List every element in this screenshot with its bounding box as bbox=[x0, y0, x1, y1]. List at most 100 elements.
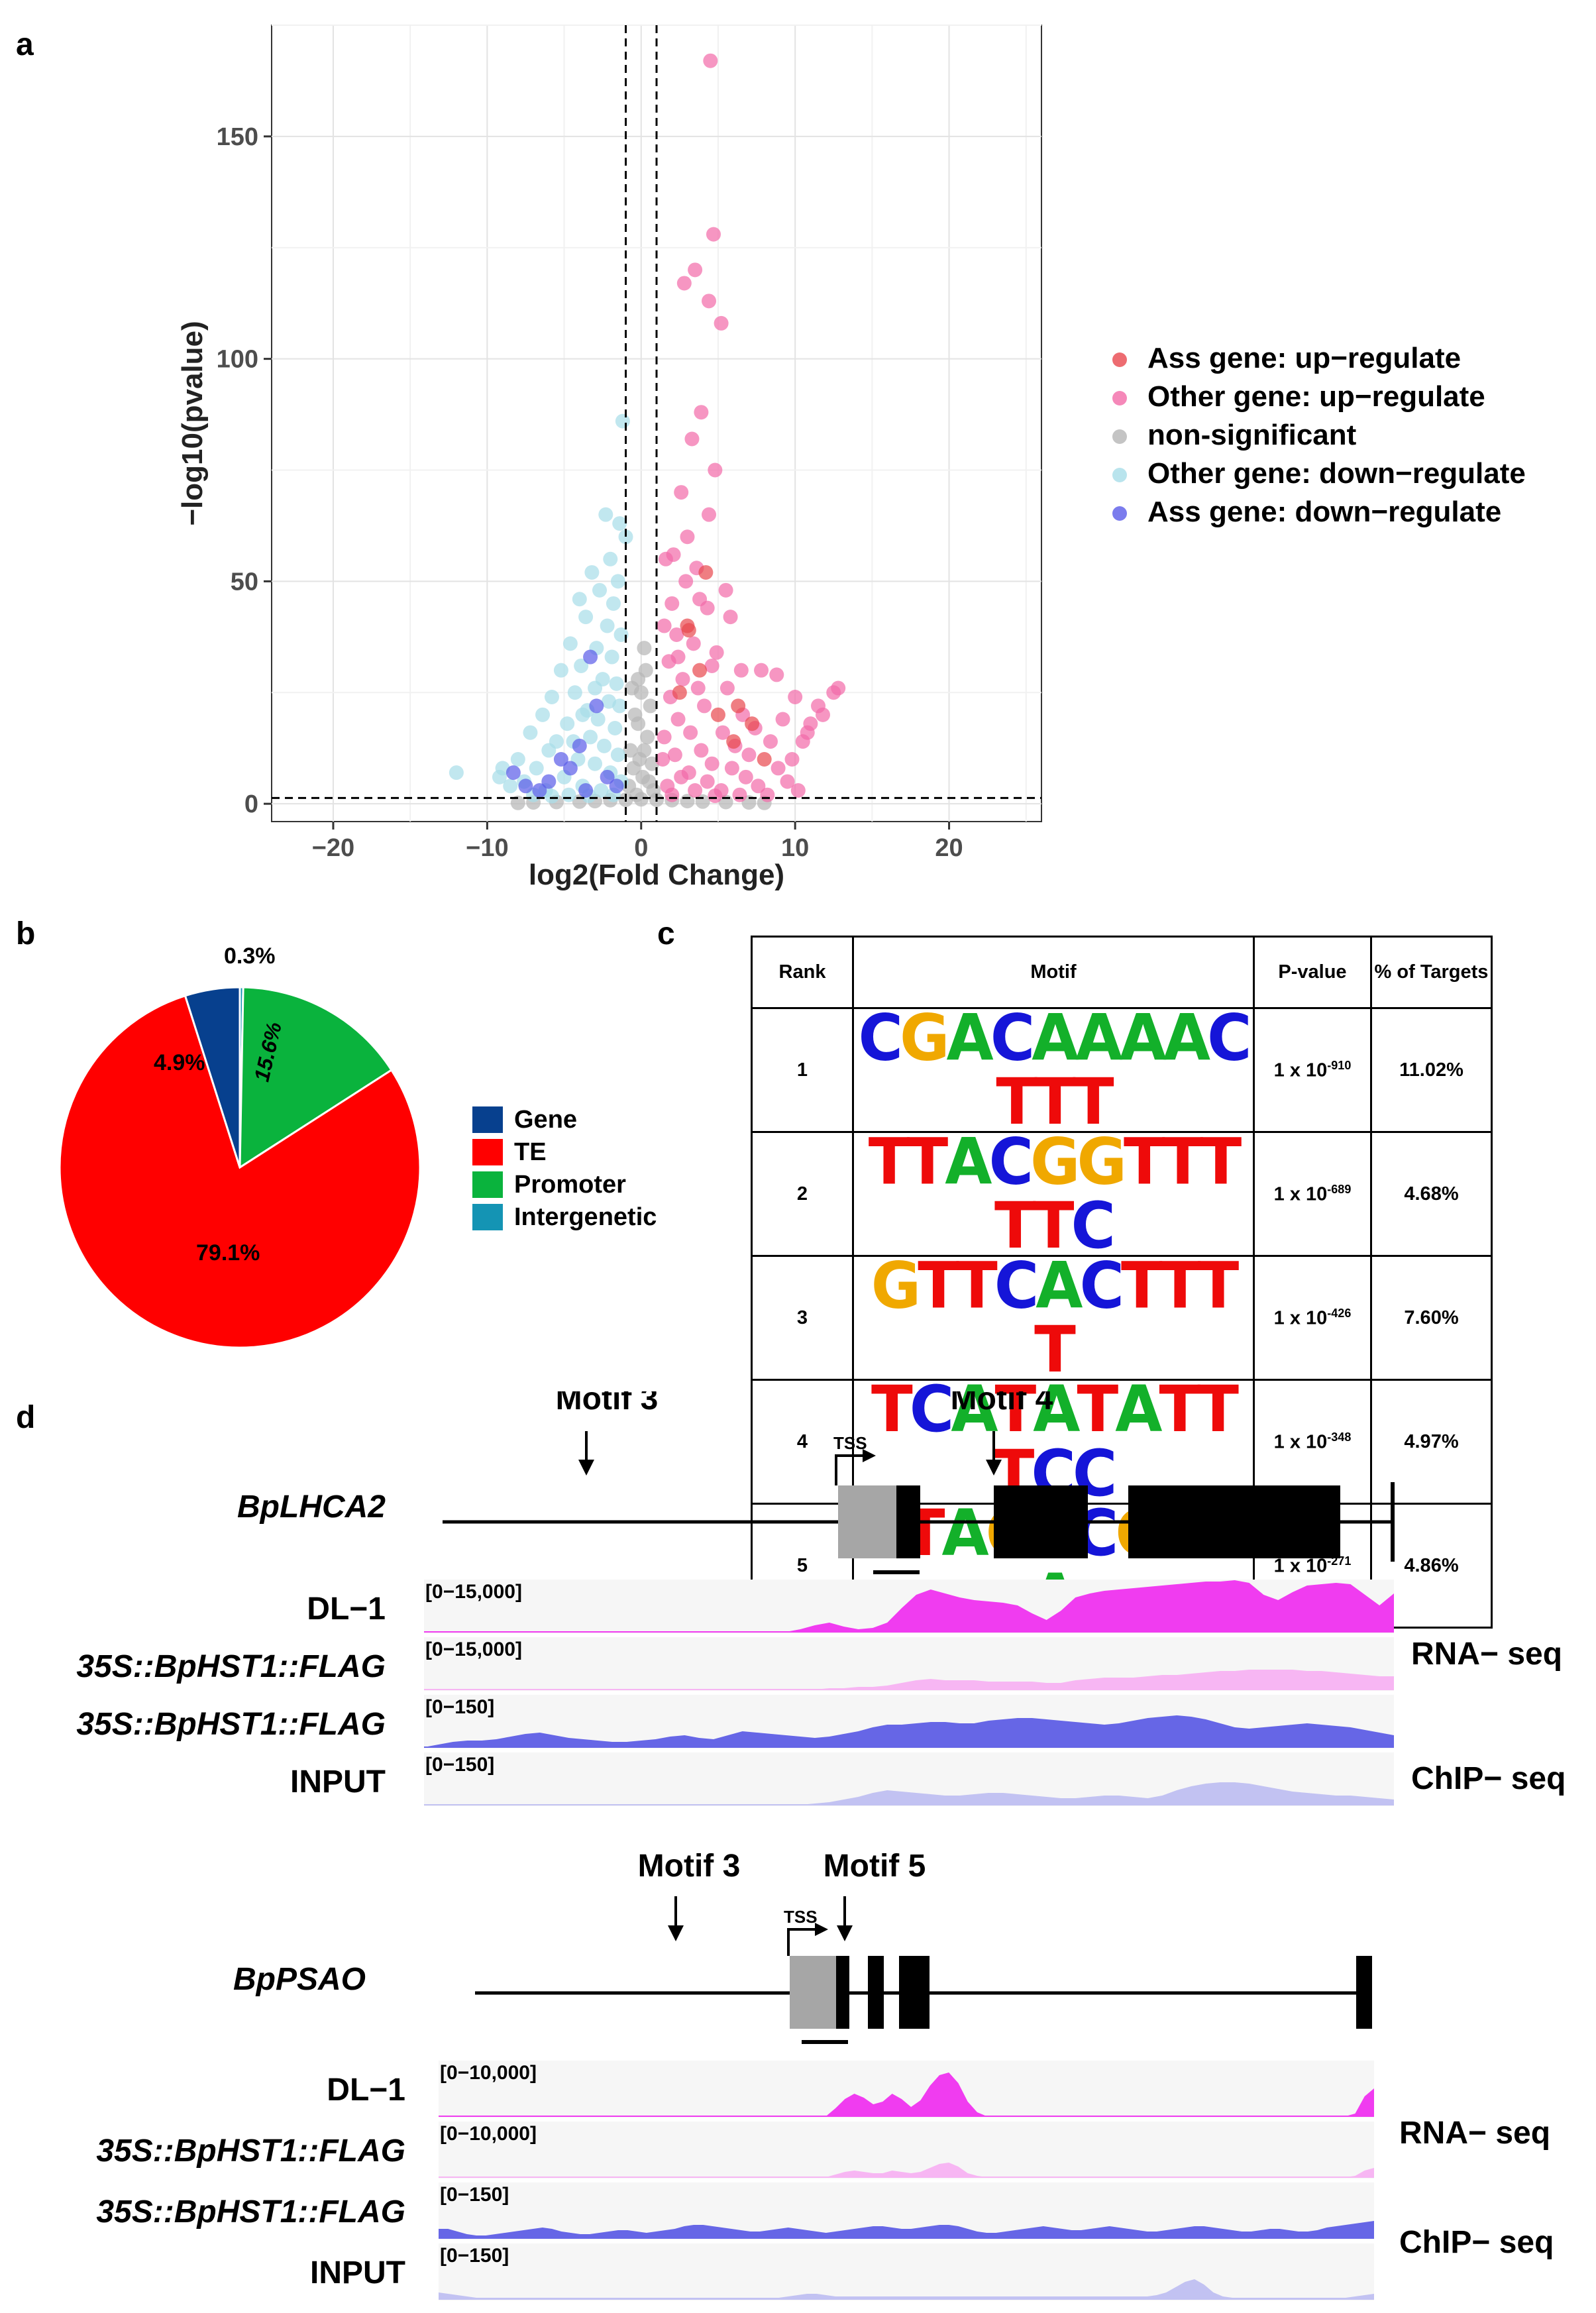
track-background bbox=[439, 2243, 1374, 2300]
data-point bbox=[674, 485, 689, 500]
data-point bbox=[700, 774, 715, 789]
pie-legend: Gene TE Promoter Intergenetic bbox=[472, 1106, 657, 1231]
slice-label-gene: 4.9% bbox=[154, 1050, 205, 1075]
data-point bbox=[657, 729, 672, 745]
y-tick-label: 100 bbox=[217, 346, 258, 374]
y-tick-label: 50 bbox=[231, 568, 258, 596]
data-points bbox=[449, 53, 846, 810]
data-point bbox=[567, 685, 582, 700]
data-point bbox=[670, 712, 686, 727]
data-point bbox=[643, 698, 658, 714]
data-point bbox=[655, 751, 670, 767]
legend-swatch bbox=[1112, 429, 1127, 444]
data-point bbox=[627, 707, 643, 722]
data-point bbox=[769, 667, 784, 682]
data-point bbox=[544, 689, 559, 704]
y-axis-label: −log10(pvalue) bbox=[176, 321, 209, 525]
data-point bbox=[594, 782, 609, 798]
data-point bbox=[775, 712, 790, 727]
data-point bbox=[688, 262, 703, 278]
data-point bbox=[632, 751, 647, 767]
data-point bbox=[690, 680, 706, 696]
data-point bbox=[658, 551, 673, 566]
data-point bbox=[635, 769, 651, 784]
slice-label-intergenetic: 0.3% bbox=[224, 943, 276, 969]
gene2-exon2 bbox=[868, 1956, 884, 2029]
pvalue-base: 1 x 10 bbox=[1273, 1431, 1328, 1453]
data-point bbox=[692, 592, 708, 607]
data-point bbox=[532, 782, 547, 798]
data-point bbox=[726, 734, 741, 749]
data-point bbox=[704, 756, 719, 771]
track-signal bbox=[439, 2072, 1374, 2116]
data-point bbox=[562, 761, 578, 776]
data-point bbox=[618, 529, 633, 545]
data-point bbox=[718, 582, 733, 598]
data-point bbox=[492, 769, 507, 784]
motif-logo-cell: GTTCACTTTT bbox=[852, 1248, 1255, 1387]
data-point bbox=[738, 769, 753, 784]
data-point bbox=[710, 707, 725, 722]
data-point bbox=[670, 649, 686, 665]
motif-logo-cell: TTACGGTTTTTC bbox=[852, 1130, 1255, 1258]
gene1-tracks: [0−15,000]DL−1[0−15,000]35S::BpHST1::FLA… bbox=[76, 1580, 1394, 1806]
threshold-lines bbox=[272, 25, 1041, 822]
track-range-label: [0−15,000] bbox=[425, 1639, 522, 1660]
gene2-tracks: [0−10,000]DL−1[0−10,000]35S::BpHST1::FLA… bbox=[96, 2061, 1374, 2300]
track-signal bbox=[424, 1715, 1394, 1747]
data-point bbox=[706, 227, 721, 242]
legend-swatch bbox=[1112, 468, 1127, 482]
data-point bbox=[578, 610, 594, 625]
data-point bbox=[698, 565, 714, 580]
motif-logo-cell: CGACAAAACTTT bbox=[852, 1000, 1255, 1139]
track-background bbox=[439, 2122, 1374, 2179]
data-point bbox=[708, 462, 723, 478]
x-tick-label: 10 bbox=[781, 834, 809, 862]
legend-label: non-significant bbox=[1147, 419, 1357, 451]
gene2-exon1 bbox=[836, 1956, 849, 2029]
data-point bbox=[604, 649, 619, 665]
gene1-tss-label: TSS bbox=[833, 1433, 867, 1453]
data-point bbox=[640, 729, 655, 745]
data-point bbox=[815, 707, 830, 722]
x-axis-label: log2(Fold Change) bbox=[529, 859, 784, 891]
legend: Ass gene: up−regulate Other gene: up−regu… bbox=[1112, 342, 1526, 528]
data-point bbox=[780, 774, 795, 789]
data-point bbox=[609, 779, 624, 794]
gene1-motif3-label: Motif 3 bbox=[556, 1391, 659, 1417]
legend-swatch bbox=[1112, 506, 1127, 521]
data-point bbox=[724, 761, 739, 776]
data-point bbox=[669, 627, 684, 642]
pvalue-cell: 1 x 10-348 bbox=[1253, 1379, 1372, 1505]
pvalue-exponent: -348 bbox=[1327, 1430, 1352, 1444]
panel-label-b: b bbox=[16, 916, 36, 951]
data-point bbox=[672, 685, 687, 700]
pct-targets-cell: 11.02% bbox=[1370, 1007, 1493, 1133]
motif-logo: CGACAAAACTTT bbox=[858, 1000, 1251, 1139]
data-point bbox=[610, 574, 625, 589]
rank-cell: 3 bbox=[751, 1255, 854, 1381]
data-point bbox=[583, 729, 598, 745]
data-point bbox=[723, 610, 738, 625]
gene2-utr bbox=[790, 1956, 836, 2029]
gene1-exon1 bbox=[896, 1485, 920, 1558]
data-point bbox=[702, 294, 717, 309]
data-point bbox=[751, 779, 766, 794]
data-point bbox=[674, 769, 689, 784]
gene2-tss-label: TSS bbox=[784, 1907, 818, 1927]
data-point bbox=[800, 725, 815, 740]
data-point bbox=[719, 680, 735, 696]
track-signal bbox=[439, 2221, 1374, 2238]
data-point bbox=[561, 787, 576, 802]
motif-logo: GTTCACTTTT bbox=[871, 1248, 1240, 1387]
pie-legend-swatch bbox=[472, 1171, 503, 1198]
pvalue-exponent: -689 bbox=[1327, 1182, 1352, 1196]
x-tick-label: 20 bbox=[935, 834, 963, 862]
slice-label-te: 79.1% bbox=[196, 1240, 260, 1265]
data-point bbox=[694, 743, 709, 758]
track-label: 35S::BpHST1::FLAG bbox=[76, 1649, 386, 1684]
track-label: INPUT bbox=[290, 1764, 386, 1800]
x-tick-label: −20 bbox=[312, 834, 354, 862]
pvalue-cell: 1 x 10-689 bbox=[1253, 1131, 1372, 1257]
legend-label: Ass gene: down−regulate bbox=[1147, 496, 1501, 528]
